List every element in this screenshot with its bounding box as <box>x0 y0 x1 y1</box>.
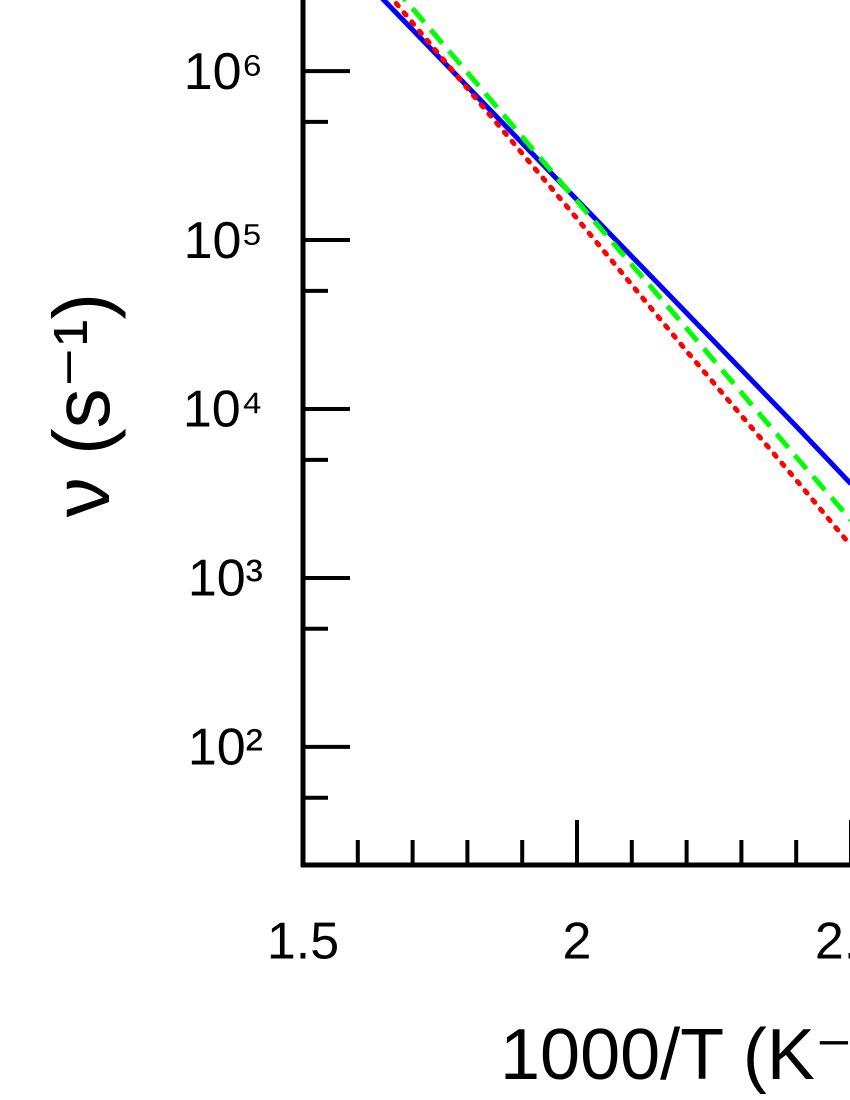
x-tick-label: 1.5 <box>267 913 339 971</box>
x-tick-label: 2 <box>563 913 592 971</box>
y-tick-label: 10³ <box>188 550 263 608</box>
plot-area <box>380 0 850 549</box>
x-axis-label: 1000/T (K⁻¹) <box>500 1015 850 1095</box>
x-tick-label: 2.5 <box>815 913 850 971</box>
series-line <box>401 0 850 522</box>
y-tick-label: 10⁶ <box>184 43 263 101</box>
y-tick-label: 10² <box>188 719 263 777</box>
series-line <box>380 0 850 486</box>
y-tick-label: 10⁵ <box>184 212 263 270</box>
y-axis-label: ν (s⁻¹) <box>37 293 126 517</box>
series-line <box>390 0 850 549</box>
y-tick-label: 10⁴ <box>183 381 263 439</box>
